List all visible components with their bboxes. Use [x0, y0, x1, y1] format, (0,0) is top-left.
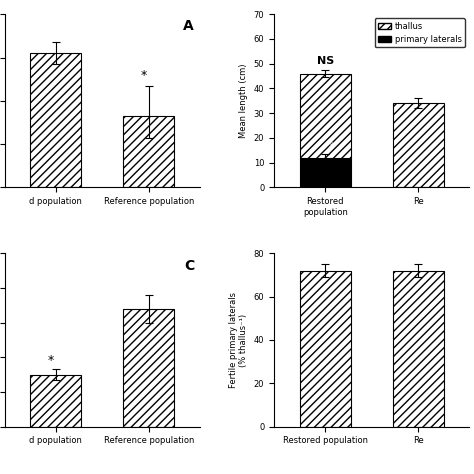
Bar [392, 103, 444, 188]
Bar [123, 116, 174, 188]
Bar [300, 158, 351, 188]
Y-axis label: Mean length (cm): Mean length (cm) [239, 64, 248, 138]
Text: *: * [328, 141, 335, 154]
Text: A: A [183, 19, 194, 34]
Text: *: * [48, 354, 55, 367]
Bar [30, 374, 82, 427]
Text: NS: NS [317, 56, 334, 66]
Y-axis label: Fertile primary laterals
(% thallus⁻¹): Fertile primary laterals (% thallus⁻¹) [229, 292, 248, 388]
Legend: thallus, primary laterals: thallus, primary laterals [375, 18, 465, 47]
Bar [300, 271, 351, 427]
Bar [30, 53, 82, 188]
Bar [300, 73, 351, 158]
Text: *: * [141, 70, 147, 82]
Bar [123, 309, 174, 427]
Bar [392, 271, 444, 427]
Text: C: C [184, 258, 194, 273]
